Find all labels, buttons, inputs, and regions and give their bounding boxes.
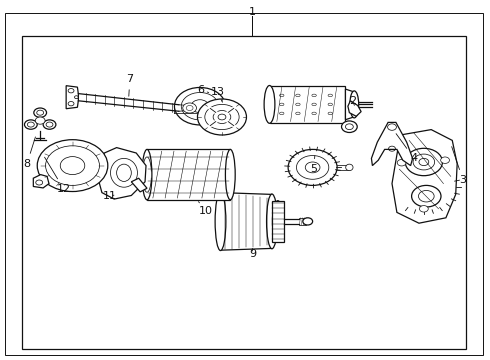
Text: 3: 3 [452, 147, 466, 185]
Polygon shape [66, 86, 78, 109]
Ellipse shape [267, 194, 277, 249]
Circle shape [34, 108, 47, 117]
Circle shape [43, 120, 56, 129]
Circle shape [405, 148, 442, 176]
Circle shape [68, 89, 74, 93]
Circle shape [397, 159, 406, 166]
Ellipse shape [117, 164, 131, 181]
Ellipse shape [142, 149, 152, 200]
Circle shape [303, 218, 313, 225]
Circle shape [186, 105, 193, 111]
Ellipse shape [345, 164, 353, 171]
Polygon shape [220, 193, 272, 250]
Circle shape [37, 140, 108, 192]
Circle shape [342, 121, 357, 132]
Circle shape [345, 124, 353, 130]
Text: 10: 10 [198, 202, 213, 216]
Circle shape [419, 206, 428, 212]
Circle shape [288, 149, 337, 185]
Circle shape [388, 124, 396, 130]
Polygon shape [371, 122, 413, 166]
Text: 6: 6 [197, 85, 209, 95]
Text: 4: 4 [396, 134, 417, 163]
Text: 13: 13 [211, 87, 225, 102]
Ellipse shape [215, 192, 226, 251]
Text: 5: 5 [310, 156, 317, 174]
Text: 11: 11 [103, 191, 117, 201]
Circle shape [35, 117, 45, 124]
Circle shape [181, 93, 219, 120]
Text: 8: 8 [24, 137, 35, 169]
Polygon shape [147, 149, 230, 200]
Polygon shape [345, 89, 354, 120]
Text: 9: 9 [249, 248, 256, 259]
Circle shape [413, 154, 435, 170]
Circle shape [174, 87, 225, 125]
Ellipse shape [225, 149, 235, 200]
Polygon shape [270, 86, 345, 123]
Text: 12: 12 [45, 157, 71, 194]
Circle shape [412, 185, 441, 207]
Circle shape [305, 162, 320, 173]
Polygon shape [272, 201, 284, 242]
Circle shape [24, 120, 37, 129]
Circle shape [36, 180, 43, 185]
Circle shape [296, 156, 329, 179]
Circle shape [197, 99, 246, 135]
Circle shape [213, 111, 231, 123]
Ellipse shape [110, 158, 137, 187]
Polygon shape [97, 148, 146, 199]
Text: 1: 1 [249, 6, 256, 17]
Ellipse shape [264, 86, 275, 123]
Circle shape [418, 190, 434, 202]
Polygon shape [348, 101, 361, 116]
Text: 7: 7 [126, 74, 133, 96]
Polygon shape [131, 178, 147, 192]
Ellipse shape [272, 201, 283, 242]
Circle shape [183, 103, 196, 113]
Ellipse shape [350, 91, 359, 118]
Circle shape [191, 100, 209, 113]
Bar [22, 36, 465, 349]
Polygon shape [392, 130, 457, 223]
Circle shape [68, 102, 74, 106]
Circle shape [441, 157, 449, 163]
Text: 2: 2 [349, 96, 356, 106]
Polygon shape [33, 175, 49, 188]
